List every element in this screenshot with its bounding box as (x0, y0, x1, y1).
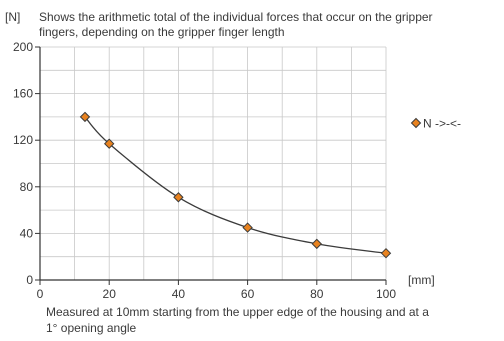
data-point-marker (380, 247, 392, 259)
y-tick-label: 200 (13, 40, 33, 54)
y-tick-label: 80 (20, 180, 34, 194)
x-tick-label: 100 (376, 287, 396, 301)
x-tick-label: 0 (37, 287, 44, 301)
data-series (79, 111, 392, 259)
x-tick-label: 40 (172, 287, 186, 301)
chart-title-line-2: fingers, depending on the gripper finger… (39, 25, 285, 39)
y-axis-label: [N] (5, 10, 20, 24)
y-tick-label: 160 (13, 87, 33, 101)
legend: N ->-<- (410, 117, 461, 131)
x-tick-label: 60 (241, 287, 255, 301)
chart-note-line-1: Measured at 10mm starting from the upper… (46, 305, 429, 319)
data-point-marker (311, 238, 323, 250)
series-line (84, 116, 387, 254)
grid (40, 46, 387, 280)
data-point-marker (242, 222, 253, 233)
chart-title-line-1: Shows the arithmetic total of the indivi… (39, 10, 433, 24)
y-tick-label: 40 (20, 226, 34, 240)
data-point-marker (79, 111, 91, 123)
x-tick-label: 80 (310, 287, 324, 301)
y-tick-label: 120 (13, 133, 33, 147)
x-tick-label: 20 (103, 287, 117, 301)
axes (35, 46, 387, 285)
x-axis-label: [mm] (408, 273, 435, 287)
data-point-marker (103, 138, 115, 149)
data-point-marker (173, 192, 184, 203)
tick-labels: 0 40 80 120 160 200 0 20 40 60 80 100 (13, 40, 396, 301)
legend-label: N ->-<- (423, 117, 461, 131)
chart-note-line-2: 1° opening angle (46, 321, 137, 335)
y-tick-label: 0 (26, 273, 33, 287)
legend-marker (410, 117, 422, 129)
